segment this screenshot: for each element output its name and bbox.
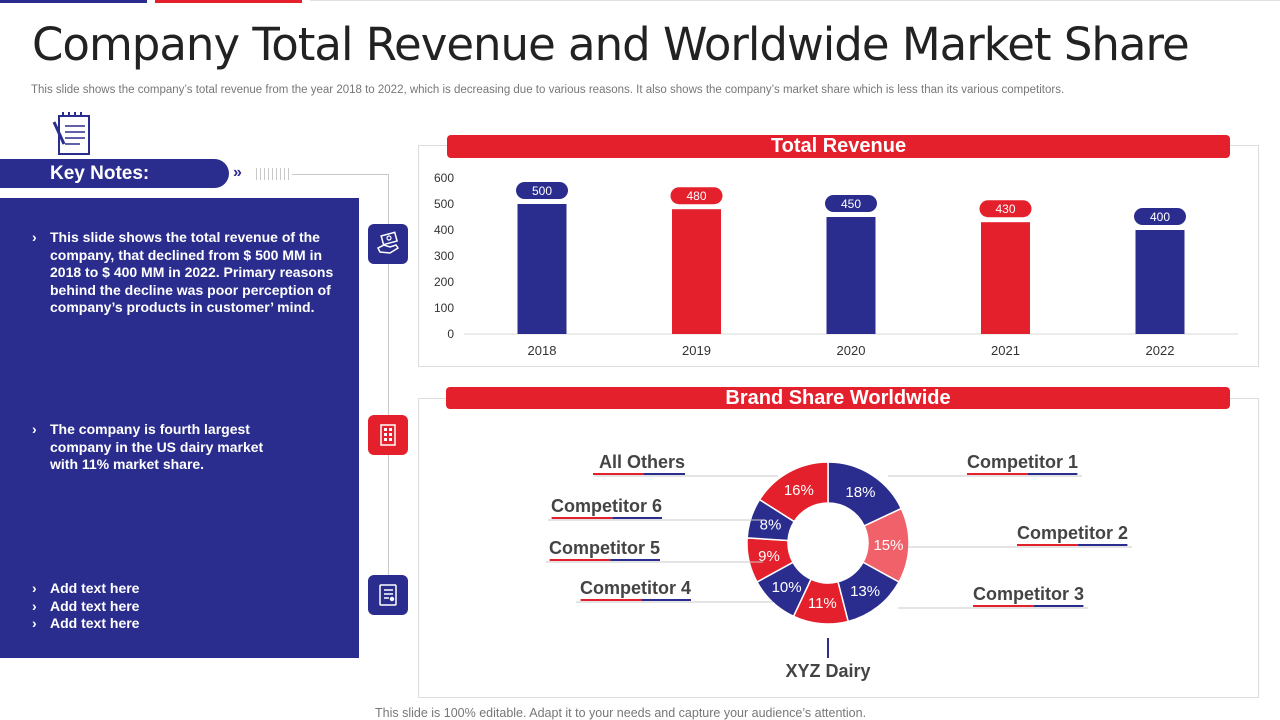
note-3: › Add text here [32,580,232,598]
legend-label-competitor-1: Competitor 1 [967,452,1078,472]
bar-2022 [1135,230,1185,334]
bullet-icon: › [32,229,37,245]
x-tick-label: 2018 [528,343,557,358]
money-hand-icon [368,224,408,264]
slice-value-all-others: 16% [784,482,814,499]
y-tick-label: 100 [434,301,454,315]
bar-2019 [672,209,721,334]
data-label-2018: 500 [516,182,568,199]
top-accent-line [310,0,1280,1]
svg-text:450: 450 [841,197,861,211]
slice-value-competitor-4: 10% [772,579,802,596]
note-2-text: The company is fourth largest company in… [50,421,264,472]
slice-value-competitor-3: 13% [850,583,880,600]
note-2: › The company is fourth largest company … [32,421,292,474]
legend-label-competitor-4: Competitor 4 [580,578,691,598]
y-tick-label: 500 [434,197,454,211]
key-notes-label: Key Notes: [0,159,229,188]
svg-text:430: 430 [995,202,1015,216]
slice-value-xyz-dairy: 11% [808,595,837,612]
report-icon [368,575,408,615]
legend-label-competitor-5: Competitor 5 [549,538,660,558]
note-1-text: This slide shows the total revenue of th… [50,229,334,315]
building-icon [368,415,408,455]
tick-divider [256,168,292,180]
data-label-2021: 430 [979,200,1032,218]
slice-all-others [758,461,829,523]
y-tick-label: 0 [447,327,454,341]
timeline-line [388,174,389,594]
top-accent-bar-blue [0,0,147,3]
note-4: › Add text here [32,598,232,616]
legend-label-competitor-2: Competitor 2 [1017,523,1128,543]
bar-2018 [517,204,567,334]
y-tick-label: 600 [434,171,454,185]
connector-line [292,174,388,175]
data-label-2022: 400 [1134,208,1186,225]
legend-label-competitor-6: Competitor 6 [551,496,662,516]
svg-text:480: 480 [686,189,706,203]
bar-2020 [826,217,876,334]
revenue-bar-chart: 0 100 200 300 400 500 600 500 2018 480 2019 450 2020… [434,171,1238,358]
bullet-icon: › [32,615,37,631]
x-tick-label: 2021 [991,343,1020,358]
x-tick-label: 2022 [1146,343,1175,358]
brand-share-card [418,398,1259,698]
note-5: › Add text here [32,615,232,633]
x-tick-label: 2019 [682,343,711,358]
y-tick-label: 200 [434,275,454,289]
legend-label-competitor-3: Competitor 3 [973,584,1084,604]
svg-text:400: 400 [1150,210,1170,224]
bullet-icon: › [32,598,37,614]
footer-note: This slide is 100% editable. Adapt it to… [375,706,867,720]
x-tick-label: 2020 [837,343,866,358]
data-label-2020: 450 [825,195,877,212]
notepad-icon [52,112,90,155]
y-tick-label: 400 [434,223,454,237]
slice-value-competitor-5: 9% [758,548,780,565]
slice-value-competitor-2: 15% [873,537,903,554]
y-tick-label: 300 [434,249,454,263]
bullet-icon: › [32,580,37,596]
svg-text:500: 500 [532,184,552,198]
top-accent-bar-red [155,0,302,3]
page-subtitle: This slide shows the company’s total rev… [31,84,1065,96]
bar-2021 [981,222,1030,334]
key-notes-panel: › This slide shows the total revenue of … [0,198,359,658]
revenue-chart-title: Total Revenue [447,135,1230,158]
bullet-icon: › [32,421,37,437]
legend-label-xyz-dairy: XYZ Dairy [785,661,870,681]
data-label-2019: 480 [670,187,723,205]
note-5-text: Add text here [50,615,140,631]
slice-value-competitor-6: 8% [760,516,782,533]
page-title: Company Total Revenue and Worldwide Mark… [32,18,1190,71]
legend-label-all-others: All Others [599,452,685,472]
note-4-text: Add text here [50,598,140,614]
brand-share-donut-chart: 18% Competitor 1 15% Competitor 2 13% Competi… [546,452,1132,681]
chevrons-icon: » [233,164,242,181]
note-3-text: Add text here [50,580,140,596]
brand-share-chart-title: Brand Share Worldwide [446,387,1230,409]
note-1: › This slide shows the total revenue of … [32,229,352,317]
slice-value-competitor-1: 18% [845,484,875,501]
